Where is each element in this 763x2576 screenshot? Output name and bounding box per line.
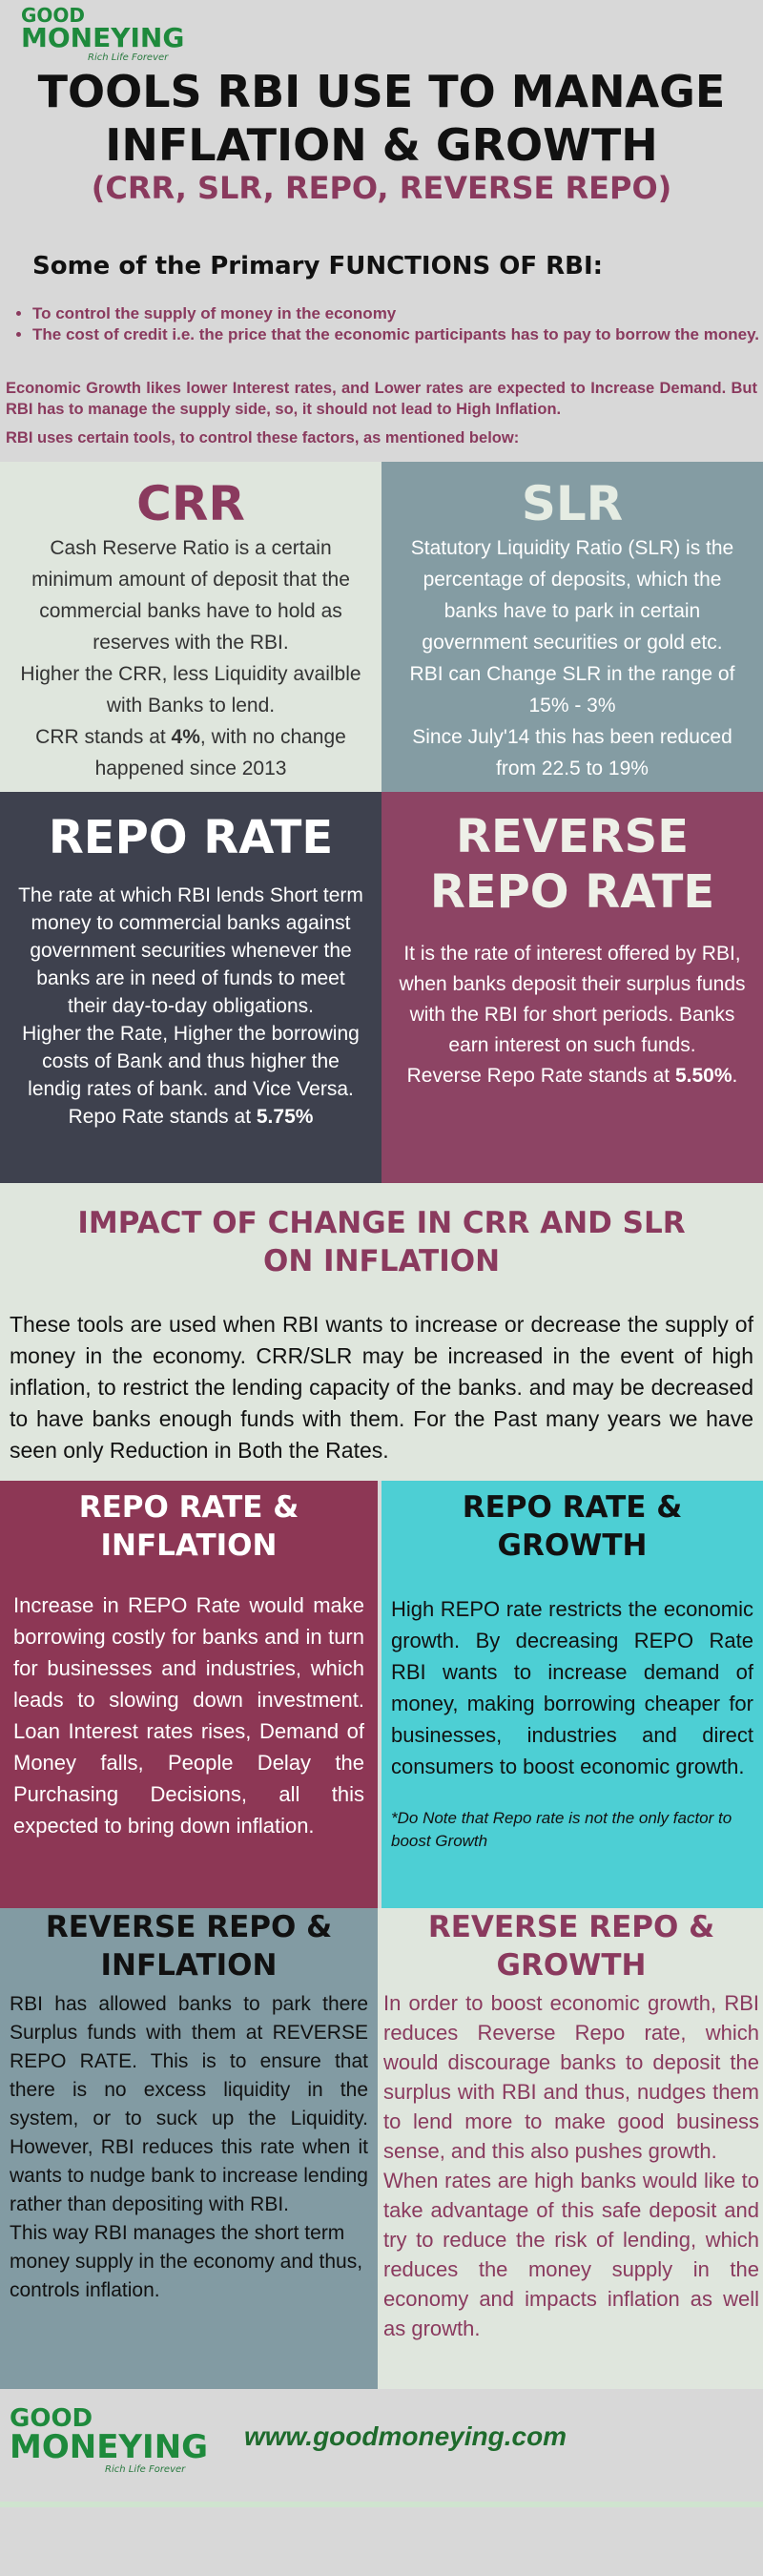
logo-word-good: GOOD bbox=[21, 4, 86, 27]
reverse-repo-title-line1: REVERSE bbox=[455, 810, 689, 863]
page-title-line1: TOOLS RBI USE TO MANAGE bbox=[37, 66, 726, 117]
repo-text: Repo Rate stands at 5.75% bbox=[68, 1106, 314, 1128]
rr-inflation-body: This way RBI manages the short term mone… bbox=[10, 2222, 363, 2301]
page-title-line2: INFLATION & GROWTH bbox=[105, 119, 658, 171]
rr-growth-panel: REVERSE REPO & GROWTH In order to boost … bbox=[378, 1908, 763, 2389]
logo-word-moneying: MONEYING bbox=[10, 2428, 209, 2466]
footer-divider bbox=[0, 2502, 763, 2507]
logo-word-moneying: MONEYING bbox=[21, 22, 185, 53]
rr-inflation-body: RBI has allowed banks to park there Surp… bbox=[10, 1993, 368, 2215]
rr-growth-body: In order to boost economic growth, RBI r… bbox=[383, 1991, 759, 2163]
slr-text: Since July'14 this has been reduced from… bbox=[412, 726, 732, 779]
repo-text: The rate at which RBI lends Short term m… bbox=[18, 884, 363, 1017]
rr-inflation-panel: REVERSE REPO & INFLATION RBI has allowed… bbox=[0, 1908, 378, 2389]
page-subtitle: (CRR, SLR, REPO, REVERSE REPO) bbox=[91, 170, 672, 206]
logo-word-good: GOOD bbox=[10, 2404, 93, 2433]
slr-panel: SLR Statutory Liquidity Ratio (SLR) is t… bbox=[382, 462, 763, 792]
crr-panel: CRR Cash Reserve Ratio is a certain mini… bbox=[0, 462, 382, 792]
functions-paragraph: Economic Growth likes lower Interest rat… bbox=[6, 380, 757, 418]
brand-logo-top: GOOD MONEYING Rich Life Forever bbox=[21, 6, 184, 63]
page-title: TOOLS RBI USE TO MANAGE INFLATION & GROW… bbox=[0, 65, 763, 172]
repo-growth-note: *Do Note that Repo rate is not the only … bbox=[391, 1809, 732, 1850]
repo-growth-title: REPO RATE & GROWTH bbox=[462, 1490, 683, 1563]
rr-growth-title: REVERSE REPO & GROWTH bbox=[427, 1910, 715, 1983]
impact-body: These tools are used when RBI wants to i… bbox=[10, 1312, 753, 1463]
functions-heading: Some of the Primary FUNCTIONS OF RBI: bbox=[32, 252, 604, 280]
rr-growth-body: When rates are high banks would like to … bbox=[383, 2169, 759, 2340]
slr-text: RBI can Change SLR in the range of 15% -… bbox=[409, 663, 735, 717]
repo-growth-body: High REPO rate restricts the economic gr… bbox=[391, 1597, 753, 1778]
repo-inflation-body: Increase in REPO Rate would make borrowi… bbox=[13, 1593, 364, 1838]
slr-title: SLR bbox=[521, 476, 624, 531]
crr-text: Higher the CRR, less Liquidity availble … bbox=[20, 663, 361, 717]
crr-title: CRR bbox=[136, 476, 245, 531]
functions-bullet: The cost of credit i.e. the price that t… bbox=[32, 324, 763, 345]
functions-bullet: To control the supply of money in the ec… bbox=[32, 303, 763, 324]
logo-tagline: Rich Life Forever bbox=[105, 2464, 186, 2475]
reverse-repo-panel: REVERSE REPO RATE It is the rate of inte… bbox=[382, 792, 763, 1183]
repo-panel: REPO RATE The rate at which RBI lends Sh… bbox=[0, 792, 382, 1183]
functions-list: To control the supply of money in the ec… bbox=[10, 303, 763, 345]
brand-logo-bottom: GOOD MONEYING Rich Life Forever bbox=[10, 2406, 208, 2475]
functions-paragraph: RBI uses certain tools, to control these… bbox=[6, 429, 520, 447]
crr-text: Cash Reserve Ratio is a certain minimum … bbox=[31, 537, 350, 654]
logo-tagline: Rich Life Forever bbox=[88, 52, 169, 63]
rr-inflation-title: REVERSE REPO & INFLATION bbox=[45, 1910, 333, 1983]
repo-growth-panel: REPO RATE & GROWTH High REPO rate restri… bbox=[382, 1481, 763, 1908]
impact-title: IMPACT OF CHANGE IN CRR AND SLR ON INFLA… bbox=[77, 1206, 686, 1278]
reverse-repo-title-line2: REPO RATE bbox=[429, 865, 715, 919]
reverse-repo-title: REVERSE REPO RATE bbox=[397, 809, 748, 920]
impact-panel: IMPACT OF CHANGE IN CRR AND SLR ON INFLA… bbox=[0, 1183, 763, 1481]
reverse-repo-text: It is the rate of interest offered by RB… bbox=[399, 943, 746, 1056]
repo-text: Higher the Rate, Higher the borrowing co… bbox=[22, 1023, 360, 1100]
slr-text: Statutory Liquidity Ratio (SLR) is the p… bbox=[410, 537, 734, 654]
reverse-repo-text: Reverse Repo Rate stands at 5.50%. bbox=[406, 1065, 738, 1087]
website-link[interactable]: www.goodmoneying.com bbox=[244, 2421, 567, 2451]
repo-inflation-panel: REPO RATE & INFLATION Increase in REPO R… bbox=[0, 1481, 378, 1908]
crr-text: CRR stands at 4%, with no change happene… bbox=[35, 726, 346, 779]
repo-inflation-title: REPO RATE & INFLATION bbox=[78, 1490, 299, 1563]
repo-title: REPO RATE bbox=[48, 811, 334, 864]
